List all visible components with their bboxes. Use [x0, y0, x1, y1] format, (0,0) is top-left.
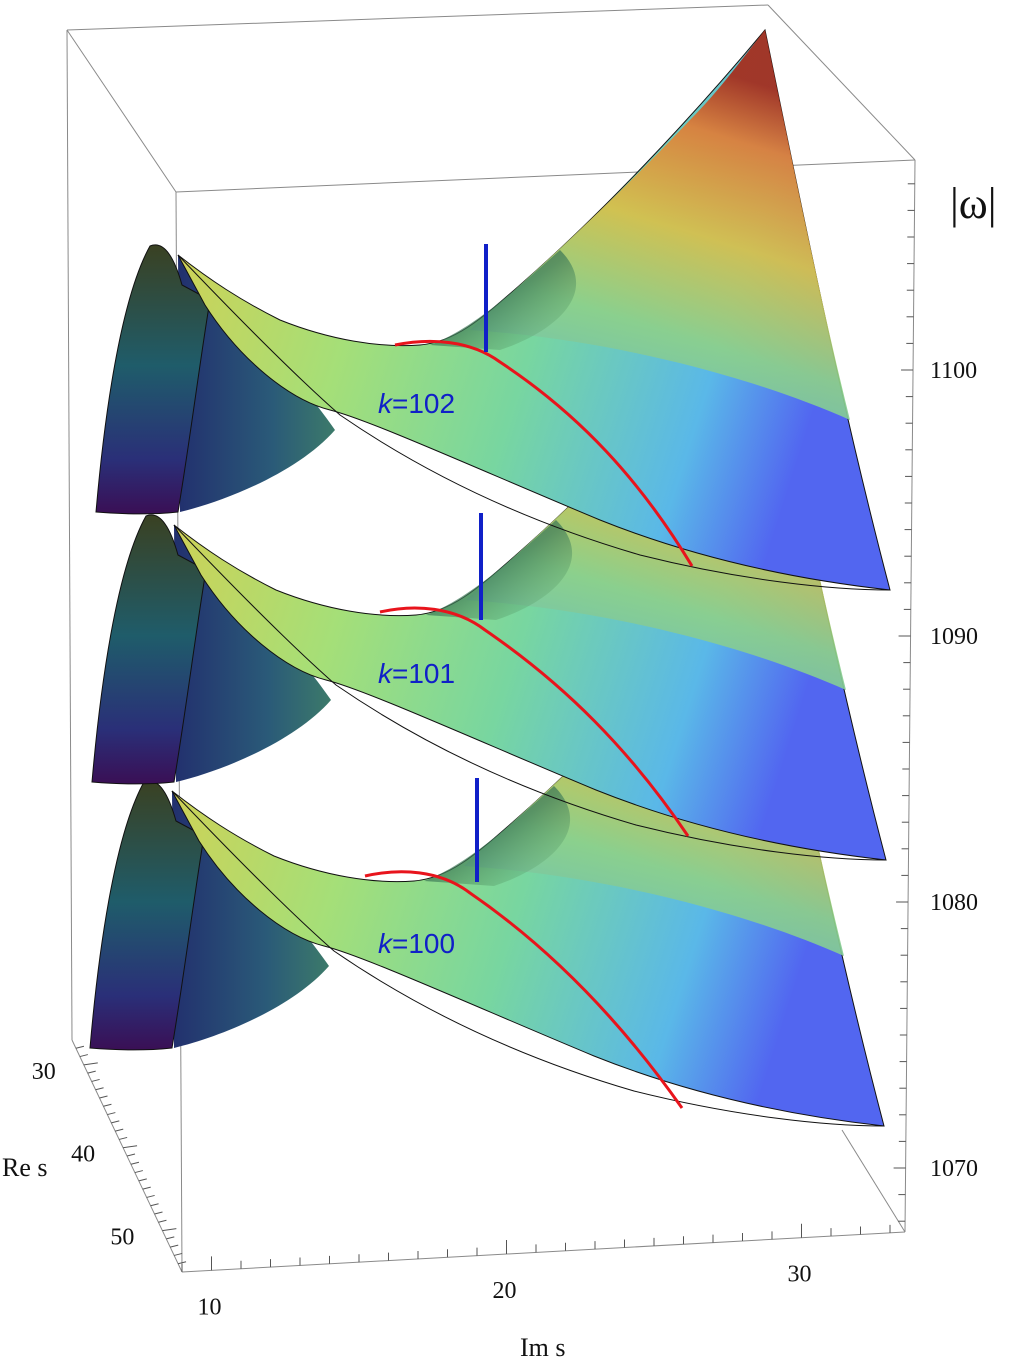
y-tick-label: 40: [71, 1142, 95, 1168]
z-tick-label: 1070: [930, 1156, 978, 1182]
z-axis-ticks: [893, 183, 915, 1222]
y-tick-label: 30: [32, 1059, 56, 1085]
y-tick: [150, 1203, 159, 1207]
z-tick-label: 1090: [930, 624, 978, 650]
y-tick: [87, 1070, 96, 1074]
y-tick: [119, 1136, 128, 1140]
red-curve-k102: [394, 339, 694, 567]
y-tick: [162, 1228, 177, 1232]
surface-label-k102: k=102: [378, 388, 455, 419]
y-tick: [154, 1211, 163, 1215]
y-tick: [158, 1219, 167, 1223]
y-tick: [99, 1095, 108, 1099]
z-axis-label: |ω|: [950, 179, 997, 228]
x-tick-label: 20: [493, 1278, 517, 1304]
surface-label-k101: k=101: [378, 658, 455, 689]
y-tick: [146, 1194, 155, 1198]
y-tick: [79, 1054, 88, 1058]
y-tick: [115, 1128, 124, 1132]
y-tick: [134, 1170, 143, 1174]
surface-k102: [95, 29, 891, 591]
y-tick: [142, 1186, 151, 1190]
x-tick-label: 30: [788, 1262, 812, 1288]
y-tick: [103, 1103, 112, 1107]
y-tick: [107, 1112, 116, 1116]
y-tick: [75, 1045, 85, 1049]
y-tick: [123, 1145, 138, 1149]
y-tick: [174, 1252, 183, 1256]
y-tick: [95, 1087, 104, 1091]
z-tick-label: 1100: [930, 358, 977, 384]
y-tick: [126, 1153, 136, 1157]
y-tick: [170, 1244, 179, 1248]
red-curve-k101: [379, 606, 690, 837]
y-tick: [130, 1161, 140, 1165]
y-tick: [91, 1078, 100, 1082]
x-axis-label: Im s: [520, 1333, 566, 1362]
x-tick-label: 10: [198, 1294, 222, 1320]
z-tick-label: 1080: [930, 890, 978, 916]
x-axis-ticks: [181, 1223, 891, 1272]
surface-label-k100: k=100: [378, 928, 455, 959]
y-tick: [138, 1178, 147, 1182]
y-tick: [111, 1120, 120, 1124]
y-tick: [166, 1236, 175, 1240]
y-tick: [83, 1062, 98, 1066]
y-tick: [177, 1261, 187, 1265]
red-curve-k100: [364, 870, 684, 1109]
y-tick-label: 50: [110, 1225, 134, 1251]
y-axis-label: Re s: [2, 1153, 48, 1182]
y-axis-ticks: [75, 1045, 187, 1265]
